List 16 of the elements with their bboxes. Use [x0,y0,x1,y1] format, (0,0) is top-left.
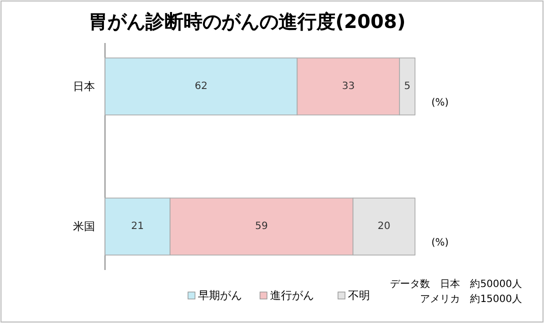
data-label: 20 [378,221,390,232]
y-tick-label: 日本 [73,80,95,93]
legend-label: 不明 [348,289,370,302]
y-tick-label: 米国 [73,220,95,234]
text: (%) [431,238,449,249]
legend-label: 進行がん [270,289,314,302]
data-label: 5 [404,80,410,92]
text: アメリカ 約15000人 [420,294,522,305]
data-label: 62 [194,80,208,92]
data-label: 33 [342,80,355,92]
text: (%) [431,97,449,108]
data-label: 21 [131,221,144,232]
text: データ数 日本 約50000人 [390,278,522,290]
chart-title: 胃がん診断時のがんの進行度(2008) [88,11,406,33]
legend-label: 早期がん [198,289,242,302]
data-label: 59 [255,221,268,232]
